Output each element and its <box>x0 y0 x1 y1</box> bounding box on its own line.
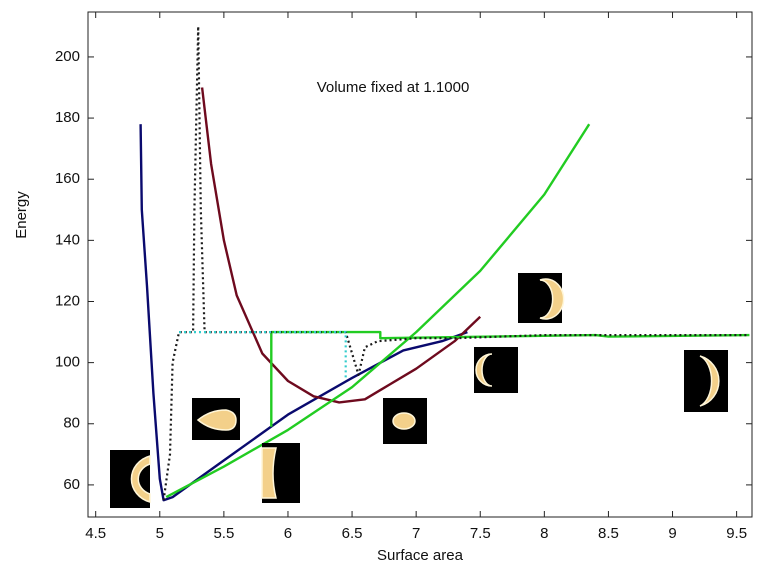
annotation: Volume fixed at 1.1000 <box>317 79 470 96</box>
y-tick-label: 180 <box>55 109 80 126</box>
series-line <box>165 123 591 499</box>
y-tick-label: 200 <box>55 48 80 65</box>
x-tick-label: 8.5 <box>598 525 619 542</box>
shape-insets <box>110 273 728 508</box>
x-tick-label: 7.5 <box>470 525 491 542</box>
y-tick-label: 100 <box>55 354 80 371</box>
x-tick-label: 8 <box>540 525 548 542</box>
shape-inset <box>474 347 518 393</box>
x-tick-label: 6.5 <box>342 525 363 542</box>
y-tick-label: 60 <box>63 476 80 493</box>
shape-inset <box>684 350 728 412</box>
shape-inset <box>518 273 565 323</box>
x-axis-label: Surface area <box>377 547 464 564</box>
series-line <box>179 331 347 378</box>
shape-inset <box>261 443 300 503</box>
series-line <box>200 87 482 404</box>
x-tick-label: 5.5 <box>213 525 234 542</box>
x-tick-label: 7 <box>412 525 420 542</box>
y-axis-label: Energy <box>13 191 30 239</box>
x-tick-label: 9 <box>668 525 676 542</box>
shape-inset <box>110 450 151 508</box>
x-tick-label: 6 <box>284 525 292 542</box>
y-tick-label: 160 <box>55 170 80 187</box>
x-tick-label: 9.5 <box>726 525 747 542</box>
x-tick-label: 5 <box>156 525 164 542</box>
shape-inset <box>383 398 427 444</box>
y-tick-label: 80 <box>63 415 80 432</box>
y-tick-label: 140 <box>55 231 80 248</box>
shape-inset <box>192 398 240 440</box>
y-tick-label: 120 <box>55 292 80 309</box>
x-tick-label: 4.5 <box>85 525 106 542</box>
series-line <box>139 124 468 502</box>
